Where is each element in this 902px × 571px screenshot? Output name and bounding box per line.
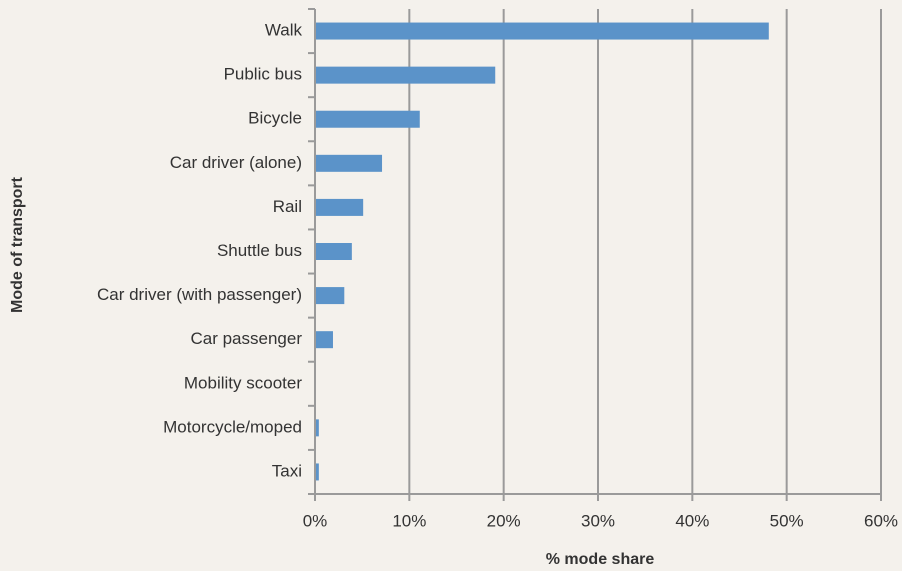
y-tick-label: Mobility scooter bbox=[184, 373, 302, 392]
bar bbox=[316, 110, 420, 128]
x-tick-label: 10% bbox=[392, 511, 426, 530]
y-tick-label: Taxi bbox=[272, 461, 302, 480]
bar bbox=[316, 287, 345, 305]
x-tick-label: 60% bbox=[864, 511, 898, 530]
bar bbox=[316, 243, 352, 260]
y-tick-label: Car driver (with passenger) bbox=[97, 285, 302, 304]
y-tick-label: Car passenger bbox=[190, 329, 302, 348]
y-tick-label: Public bus bbox=[224, 65, 302, 84]
x-tick-label: 0% bbox=[303, 511, 328, 530]
x-tick-label: 50% bbox=[770, 511, 804, 530]
y-tick-label: Walk bbox=[265, 21, 303, 40]
x-tick-label: 20% bbox=[487, 511, 521, 530]
bar bbox=[316, 463, 319, 481]
bar bbox=[316, 22, 769, 40]
bar bbox=[316, 66, 496, 84]
x-tick-label: 40% bbox=[675, 511, 709, 530]
y-tick-label: Rail bbox=[273, 197, 302, 216]
y-tick-label: Shuttle bus bbox=[217, 241, 302, 260]
bar bbox=[316, 198, 364, 216]
y-tick-label: Motorcycle/moped bbox=[163, 417, 302, 436]
y-tick-label: Bicycle bbox=[248, 109, 302, 128]
x-tick-label: 30% bbox=[581, 511, 615, 530]
bar bbox=[316, 331, 333, 349]
x-axis-title: % mode share bbox=[546, 551, 655, 568]
bar bbox=[316, 419, 319, 437]
bar bbox=[316, 154, 383, 172]
y-tick-label: Car driver (alone) bbox=[170, 153, 302, 172]
y-axis-title: Mode of transport bbox=[9, 176, 26, 313]
